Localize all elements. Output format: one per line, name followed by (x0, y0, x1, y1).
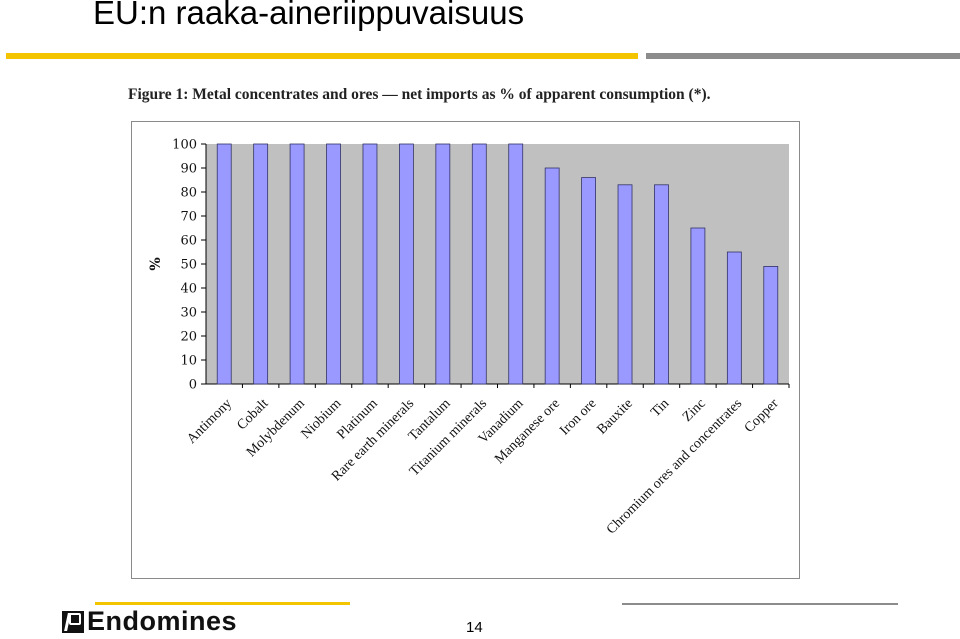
title-underline-yellow (6, 53, 638, 59)
bar (362, 143, 378, 385)
y-tick-label: 60 (180, 234, 197, 249)
y-axis-label: % (148, 257, 164, 270)
footer-rule-yellow (95, 602, 350, 605)
bar (763, 265, 779, 385)
x-category-label: Manganese ore (492, 396, 563, 467)
y-tick-label: 90 (180, 162, 197, 177)
bar (399, 143, 414, 385)
y-tick-label: 0 (189, 378, 197, 393)
figure-caption: Figure 1: Metal concentrates and ores — … (128, 86, 711, 103)
bar (690, 227, 706, 385)
footer-rule-gray (622, 603, 898, 605)
chart-frame: 0 10 20 30 40 50 60 70 80 90 100% Antimony Cobalt Mol… (131, 121, 800, 579)
bar (508, 143, 524, 385)
y-tick-label: 30 (180, 306, 197, 321)
y-tick-label: 40 (180, 282, 197, 297)
y-tick-label: 80 (180, 186, 197, 201)
x-category-label: Bauxite (594, 396, 635, 437)
x-category-label: Antimony (184, 396, 235, 447)
title-underline (6, 53, 960, 59)
y-tick-label: 70 (180, 210, 197, 225)
bar (216, 143, 232, 385)
slide-title: EU:n raaka-aineriippuvaisuus (93, 0, 525, 31)
x-category-label: Tin (648, 396, 672, 420)
bar (617, 184, 633, 385)
bar (581, 177, 596, 385)
bar (654, 184, 669, 385)
logo-text: Endomines (87, 606, 238, 636)
x-category-label: Copper (742, 396, 782, 436)
bar (471, 143, 487, 385)
logo-mark-icon (62, 610, 84, 633)
y-tick-label: 100 (172, 138, 197, 153)
bar (435, 143, 451, 385)
x-category-label: Zinc (680, 396, 709, 425)
y-tick-label: 10 (180, 354, 197, 369)
company-logo: Endomines (62, 608, 237, 635)
x-category-label: Iron ore (557, 396, 599, 438)
page-number: 14 (466, 619, 483, 636)
bar (326, 143, 341, 385)
bar (289, 143, 305, 385)
title-underline-gray (646, 53, 960, 59)
y-tick-label: 50 (180, 258, 197, 273)
y-tick-label: 20 (180, 330, 197, 345)
bar (726, 251, 742, 385)
bar (253, 143, 269, 385)
bar (544, 167, 560, 385)
